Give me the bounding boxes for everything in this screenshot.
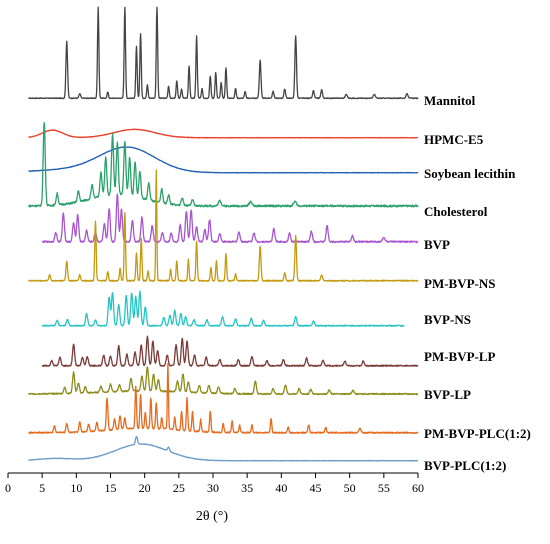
x-tick-label-9: 45 [310,481,322,495]
series-label-2: Soybean lecithin [424,166,516,181]
x-tick-label-6: 30 [207,481,219,495]
series-label-6: BVP-NS [424,312,471,327]
series-label-10: BVP-PLC(1:2) [424,458,506,473]
series-label-0: Mannitol [424,93,476,108]
series-label-9: PM-BVP-PLC(1:2) [424,426,531,441]
x-tick-label-5: 25 [173,481,185,495]
x-axis-title: 2θ (°) [196,509,228,524]
x-tick-label-1: 5 [39,481,45,495]
series-line-3 [28,122,419,208]
x-axis: 0 5 10 15 20 25 30 35 40 45 50 55 60 [5,472,424,495]
x-tick-label-7: 35 [241,481,253,495]
x-tick-label-4: 20 [139,481,151,495]
series-line-0 [28,6,419,100]
x-tick-label-0: 0 [5,481,11,495]
x-tick-label-10: 50 [344,481,356,495]
series-line-2 [28,146,419,174]
series-line-10 [28,435,419,462]
series-line-4 [41,193,419,244]
series-label-3: Cholesterol [424,204,488,219]
series-label-5: PM-BVP-NS [424,276,496,291]
series-label-4: BVP [424,237,450,252]
series-line-5 [27,169,419,282]
series-label-8: BVP-LP [424,387,471,402]
series-label-1: HPMC-E5 [424,132,484,147]
series-traces [27,6,419,462]
series-line-7 [41,335,419,367]
x-tick-label-11: 55 [378,481,390,495]
series-labels: Mannitol HPMC-E5 Soybean lecithin Cholester… [424,93,531,473]
series-line-8 [27,366,419,396]
series-line-9 [28,363,419,434]
x-tick-label-12: 60 [412,481,424,495]
x-tick-label-2: 10 [70,481,82,495]
x-tick-label-3: 15 [105,481,117,495]
x-tick-label-8: 40 [275,481,287,495]
series-label-7: PM-BVP-LP [424,349,496,364]
series-line-6 [41,290,405,327]
series-line-1 [27,128,419,139]
